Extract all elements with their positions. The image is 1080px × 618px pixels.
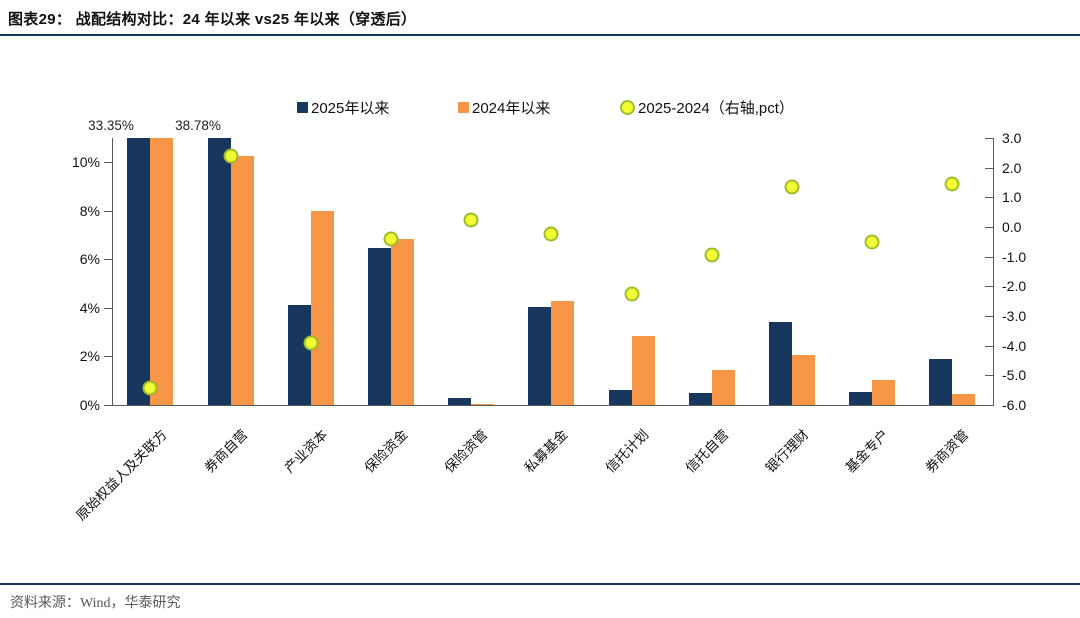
diff-dot [223,148,239,164]
chart-title: 图表29： 战配结构对比：24 年以来 vs25 年以来（穿透后） [8,11,417,28]
right-axis-tick-label: -4.0 [1002,337,1027,354]
bar-2024 [230,156,254,405]
right-axis-tick-label: -2.0 [1002,278,1027,295]
diff-dot [624,286,640,302]
category-label: 券商自营 [201,426,251,476]
legend-item-diff: 2025-2024（右轴,pct） [620,97,794,118]
right-axis-tick [985,316,993,317]
right-axis-tick-label: 3.0 [1002,130,1022,146]
category-label: 保险资金 [361,426,411,476]
left-axis-tick [104,210,112,212]
footer-rule [0,583,1080,585]
left-axis-tick [104,307,112,309]
left-axis-tick-label: 0% [79,397,100,413]
legend-item-2025: 2025年以来 [297,97,389,118]
bar-2024 [711,369,735,405]
bar-2024 [631,335,655,405]
bar-2025 [368,248,391,405]
right-axis-tick-label: 1.0 [1002,189,1022,206]
category-label: 私募基金 [522,426,571,476]
bar-2025 [769,322,792,405]
bar-2024 [471,403,495,405]
right-axis-tick [985,197,993,199]
bar-2025 [688,392,712,405]
source-note: 资料来源：Wind，华泰研究 [10,596,181,611]
diff-dot [864,234,880,250]
right-axis-tick [985,256,993,258]
category-label: 原始权益人及关联方 [73,426,170,524]
bar-2025 [929,358,953,405]
bar-2025 [849,391,873,405]
bar-2024 [150,138,174,405]
legend-swatch-2025 [297,102,308,113]
bar-2024 [872,379,896,405]
category-label: 券商资管 [923,426,972,476]
diff-dot [383,231,399,247]
right-axis-tick-label: 2.0 [1002,159,1022,176]
bar-2025 [448,397,472,405]
bar-2025 [287,305,311,405]
left-axis-tick-label: 8% [79,202,100,219]
right-axis-tick [985,227,993,228]
category-label: 信托自营 [682,426,732,476]
left-axis-tick [104,259,112,261]
right-axis-tick [985,286,993,288]
category-label: 保险资管 [441,426,491,476]
left-axis-tick-label: 10% [71,154,100,171]
diff-dot [142,380,158,396]
right-axis-tick-label: -5.0 [1002,367,1027,384]
diff-dot [784,179,800,195]
left-axis-tick-label: 6% [79,251,100,268]
category-label: 银行理财 [762,426,812,476]
title-underline [0,34,1080,36]
diff-dot [543,226,559,242]
bar-2025 [127,138,151,405]
clipped-bar-value-label: 38.78% [175,118,221,133]
legend-label-2024: 2024年以来 [472,100,551,117]
category-label: 基金专户 [842,426,892,476]
bar-2025 [608,390,632,405]
clipped-bar-value-label: 33.35% [88,118,134,133]
left-axis-tick [104,162,112,164]
category-label: 信托计划 [602,426,652,476]
legend-label-diff: 2025-2024（右轴,pct） [638,100,794,117]
category-label: 产业资本 [281,426,331,476]
bar-2024 [310,210,334,405]
bar-2024 [551,300,575,405]
left-axis-tick [104,405,112,406]
left-axis-tick [104,356,112,358]
right-axis-tick-label: 0.0 [1002,219,1022,235]
right-axis-line [993,138,994,405]
bar-2024 [952,394,976,405]
left-axis-tick-label: 4% [79,299,100,316]
legend-label-2025: 2025年以来 [311,100,390,117]
right-axis-tick-label: -3.0 [1002,308,1027,324]
right-axis-tick-label: -6.0 [1002,397,1027,413]
legend-item-2024: 2024年以来 [458,97,550,118]
bar-2025 [207,138,231,405]
left-axis-line [112,138,113,405]
right-axis-tick [985,375,993,377]
bar-2025 [528,306,552,405]
right-axis-tick [985,405,993,406]
diff-dot [944,176,960,192]
diff-dot [303,335,319,351]
chart-legend: 2025年以来 2024年以来 2025-2024（右轴,pct） [0,97,1080,117]
left-axis-tick-label: 2% [79,348,100,365]
right-axis-tick [985,167,993,169]
diff-dot [463,212,479,228]
bar-2024 [792,355,815,405]
right-axis-tick-label: -1.0 [1002,248,1027,265]
bar-2024 [391,238,414,405]
legend-swatch-2024 [458,102,469,113]
legend-marker-diff-icon [620,100,635,115]
right-axis-tick [985,345,993,347]
x-axis-line [112,405,994,406]
right-axis-tick [985,138,993,139]
diff-dot [704,247,720,263]
